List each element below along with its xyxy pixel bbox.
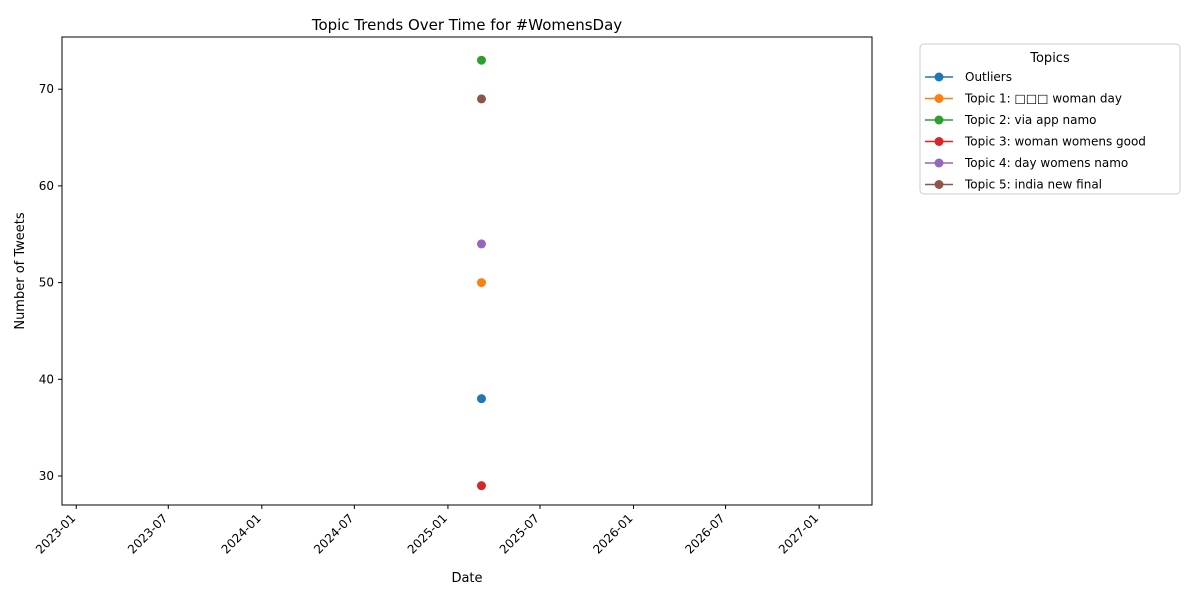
data-point (476, 278, 486, 288)
y-tick-label: 70 (39, 82, 54, 96)
legend-marker (934, 94, 944, 103)
legend-box (919, 43, 1181, 195)
y-tick-label: 60 (39, 179, 54, 193)
x-tick-label: 2026-07 (682, 511, 727, 556)
x-tick-label: 2027-01 (776, 511, 821, 556)
legend-label: Topic 4: day womens namo (964, 156, 1128, 170)
y-tick-label: 40 (39, 372, 54, 386)
legend-marker (934, 158, 944, 168)
data-point (476, 94, 486, 104)
y-tick-label: 50 (39, 276, 54, 290)
plot-area (61, 36, 873, 506)
legend-marker (934, 180, 944, 189)
x-tick-label: 2023-07 (125, 511, 170, 556)
legend-label: Topic 1: □□□ woman day (964, 92, 1122, 106)
data-point (476, 394, 486, 404)
legend-items: Outliers Topic 1: □□□ woman day Topic 2: v… (925, 70, 1146, 192)
legend-marker (934, 72, 944, 82)
x-tick-label: 2024-01 (219, 511, 264, 556)
legend-marker (934, 115, 944, 125)
x-tick-label: 2025-07 (497, 511, 542, 556)
legend-title: Topics (1029, 51, 1070, 66)
x-tick-label: 2023-01 (33, 511, 78, 556)
legend-label: Outliers (965, 70, 1012, 84)
x-axis-ticks: 2023-01 2023-07 2024-01 2024-07 2025-01 2025-… (33, 505, 821, 557)
chart-title: Topic Trends Over Time for #WomensDay (311, 16, 622, 34)
x-axis-label: Date (451, 571, 482, 586)
data-point (476, 55, 486, 65)
y-axis-label: Number of Tweets (13, 212, 28, 330)
series-layer (476, 55, 486, 491)
data-point (476, 481, 486, 491)
legend-label: Topic 3: woman womens good (964, 135, 1146, 149)
plot-frame (61, 36, 873, 506)
legend-marker (934, 137, 944, 146)
x-tick-label: 2026-01 (590, 511, 635, 556)
data-point (476, 239, 486, 249)
y-axis-ticks: 30 40 50 60 70 (39, 82, 62, 483)
y-tick-label: 30 (39, 469, 54, 483)
x-tick-label: 2024-07 (311, 511, 356, 556)
x-tick-label: 2025-01 (405, 511, 450, 556)
legend-label: Topic 2: via app namo (964, 113, 1096, 127)
legend: Topics Outliers Topic 1: □□□ woman day Top… (919, 43, 1181, 195)
legend-label: Topic 5: india new final (964, 178, 1102, 192)
